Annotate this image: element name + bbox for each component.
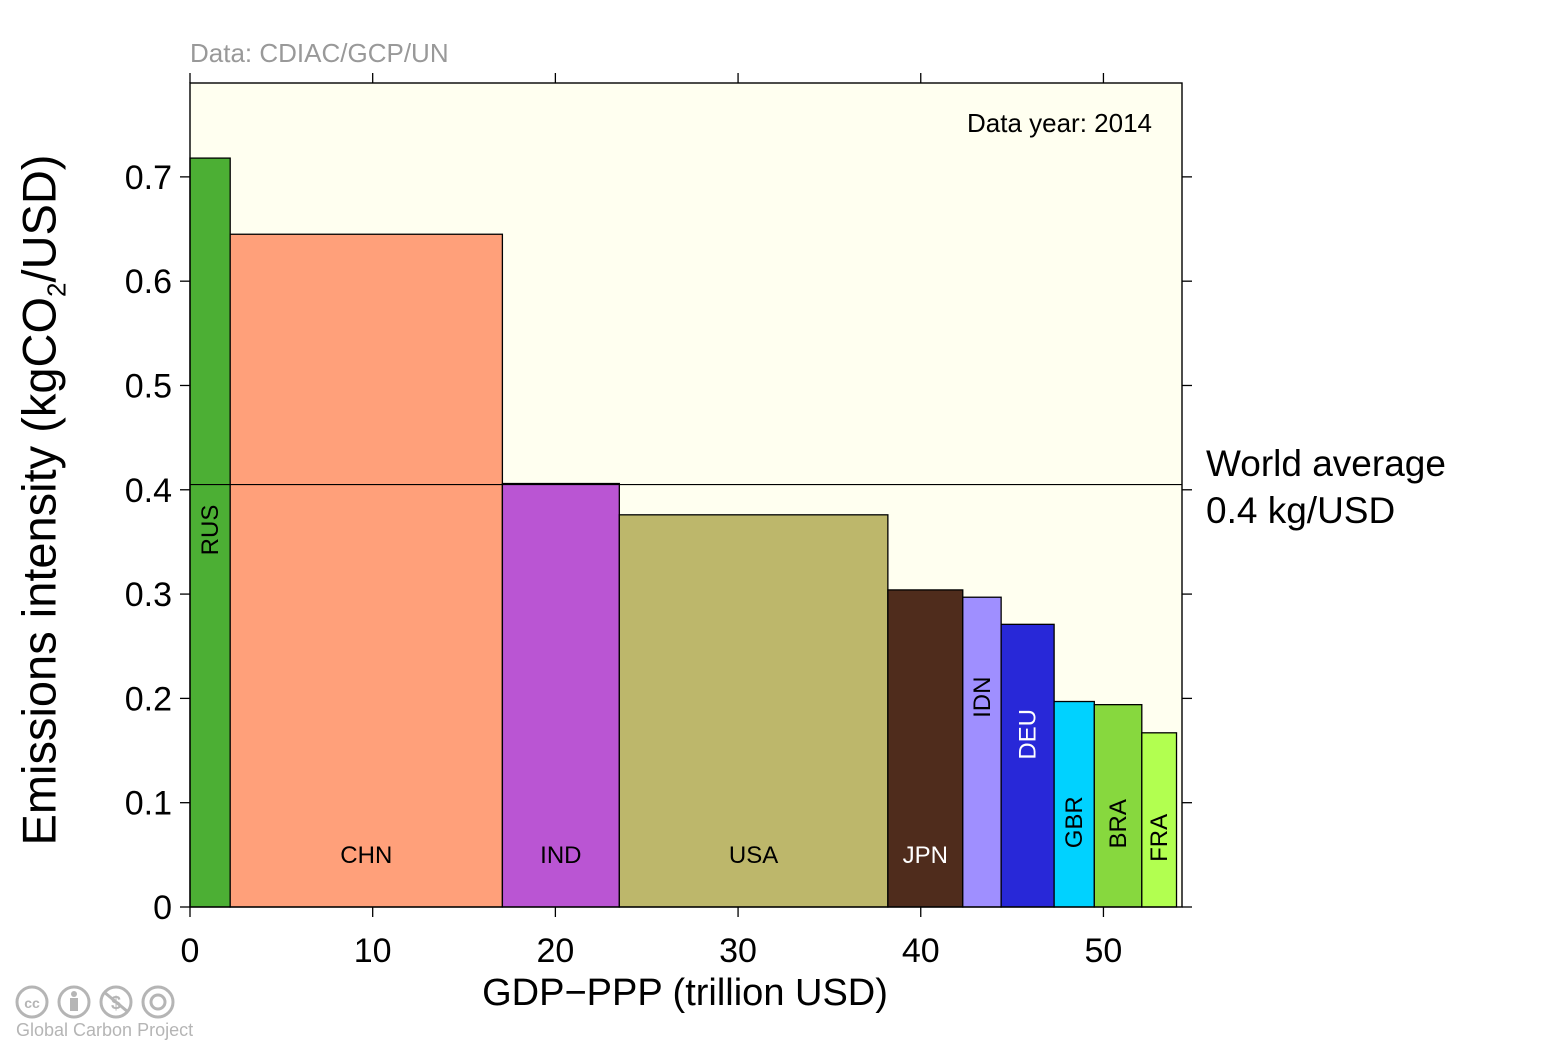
bar-label-idn: IDN [969, 677, 996, 718]
world-average-line1: World average [1206, 443, 1446, 484]
x-tick-label-20: 20 [536, 932, 574, 970]
bar-idn [962, 596, 1002, 908]
bar-rus [189, 157, 231, 908]
x-tick-label-50: 50 [1085, 932, 1123, 970]
by-icon [57, 985, 91, 1019]
bar-chn [229, 233, 504, 908]
bar-gbr [1053, 700, 1095, 908]
y-tick-label-0: 0 [153, 889, 172, 927]
bar-label-ind: IND [540, 842, 581, 869]
cc-license-icons: cc $ [15, 985, 175, 1019]
bars-group: RUS CHN IND USA JPN IDN DEU GBR BRA FRA [189, 157, 1178, 908]
cc-icon: cc [15, 985, 49, 1019]
y-tick-label-3: 0.3 [125, 576, 172, 614]
bar-fra [1141, 732, 1178, 908]
bar-label-usa: USA [729, 842, 778, 869]
bar-label-deu: DEU [1015, 709, 1042, 760]
axes-group: 0 10 20 30 40 50 0 0.1 0.2 0.3 0.4 0.5 0.6 0.7 [125, 73, 1192, 970]
bar-usa [618, 514, 889, 908]
bar-label-rus: RUS [197, 505, 224, 556]
y-tick-label-5: 0.5 [125, 367, 172, 405]
x-tick-label-0: 0 [181, 932, 200, 970]
bar-label-fra: FRA [1146, 814, 1173, 862]
world-average-annotation: World average 0.4 kg/USD [1206, 440, 1446, 534]
x-tick-label-30: 30 [719, 932, 757, 970]
footer-credit: Global Carbon Project [16, 1020, 194, 1040]
y-tick-label-2: 0.2 [125, 680, 172, 718]
y-axis-label: Emissions intensity (kgCO2/USD) [12, 154, 72, 846]
x-axis-label: GDP−PPP (trillion USD) [482, 972, 888, 1014]
data-year-label: Data year: 2014 [967, 108, 1152, 138]
bar-label-gbr: GBR [1061, 796, 1088, 848]
sa-icon [141, 985, 175, 1019]
y-tick-label-4: 0.4 [125, 472, 172, 510]
y-tick-label-1: 0.1 [125, 785, 172, 823]
y-tick-label-7: 0.7 [125, 159, 172, 197]
bar-label-chn: CHN [340, 842, 392, 869]
bar-deu [1000, 623, 1055, 908]
bar-label-bra: BRA [1105, 799, 1132, 848]
plot-frame [189, 82, 1183, 908]
nc-icon: $ [99, 985, 133, 1019]
x-tick-label-40: 40 [902, 932, 940, 970]
y-tick-label-6: 0.6 [125, 263, 172, 301]
x-tick-label-10: 10 [354, 932, 392, 970]
svg-text:cc: cc [24, 995, 40, 1011]
bar-bra [1093, 704, 1143, 908]
world-average-line2: 0.4 kg/USD [1206, 490, 1396, 531]
bar-label-jpn: JPN [903, 842, 948, 869]
source-note: Data: CDIAC/GCP/UN [190, 38, 449, 68]
